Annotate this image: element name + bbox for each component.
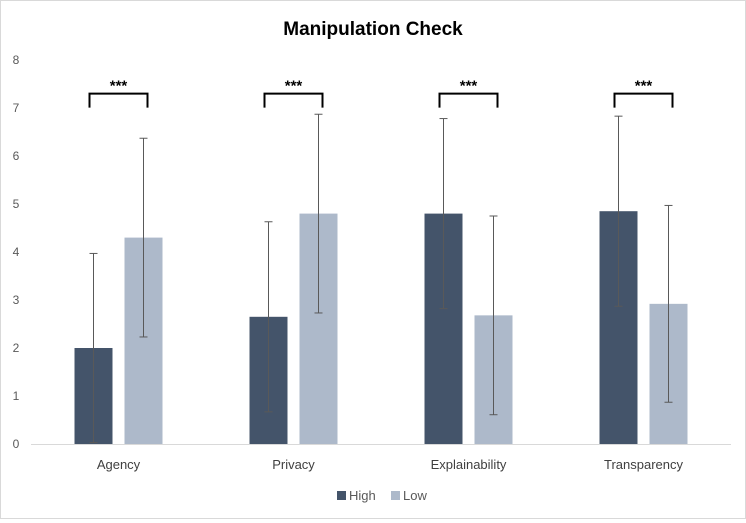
y-tick-label-1: 1 [13, 389, 20, 403]
legend-swatch-low [391, 491, 400, 500]
y-axis: 0 1 2 3 4 5 6 7 8 [13, 53, 20, 451]
bars [74, 211, 688, 444]
significance-bracket-agency [88, 92, 149, 108]
significance-label-transparency: *** [635, 78, 653, 95]
y-tick-label-5: 5 [13, 197, 20, 211]
legend: High Low [337, 488, 427, 503]
y-tick-label-6: 6 [13, 149, 20, 163]
y-tick-label-2: 2 [13, 341, 20, 355]
significance-label-agency: *** [110, 78, 128, 95]
significance-bracket-privacy [263, 92, 324, 108]
significance-bracket-explainability [438, 92, 499, 108]
x-axis: Agency Privacy Explainability Transparency [31, 444, 731, 472]
x-tick-label-agency: Agency [97, 457, 141, 472]
legend-label-low: Low [403, 488, 427, 503]
chart-title: Manipulation Check [283, 19, 463, 40]
legend-swatch-high [337, 491, 346, 500]
x-tick-label-explainability: Explainability [431, 457, 507, 472]
significance-label-privacy: *** [285, 78, 303, 95]
x-tick-label-transparency: Transparency [604, 457, 683, 472]
y-tick-label-0: 0 [13, 437, 20, 451]
y-tick-label-4: 4 [13, 245, 20, 259]
significance-brackets: *** *** *** *** [88, 78, 674, 108]
legend-label-high: High [349, 488, 376, 503]
x-tick-label-privacy: Privacy [272, 457, 315, 472]
y-tick-label-7: 7 [13, 101, 20, 115]
y-tick-label-3: 3 [13, 293, 20, 307]
significance-label-explainability: *** [460, 78, 478, 95]
error-bars [89, 113, 673, 444]
y-tick-label-8: 8 [13, 53, 20, 67]
significance-bracket-transparency [613, 92, 674, 108]
